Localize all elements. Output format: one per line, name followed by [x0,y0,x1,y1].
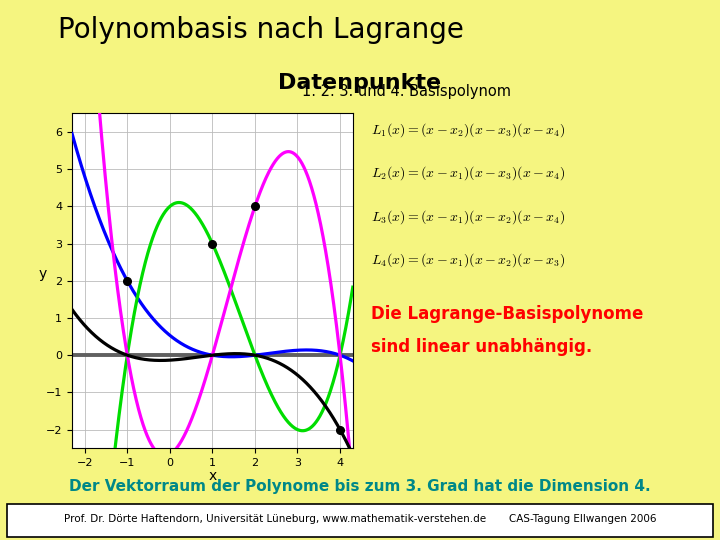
Text: Die Lagrange-Basispolynome: Die Lagrange-Basispolynome [371,305,643,323]
Text: sind linear unabhängig.: sind linear unabhängig. [371,338,592,355]
Y-axis label: y: y [39,267,47,281]
Text: Datenpunkte: Datenpunkte [279,73,441,93]
Text: $L_2(x) = (x - x_1)(x - x_3)(x - x_4)$: $L_2(x) = (x - x_1)(x - x_3)(x - x_4)$ [371,165,565,183]
Text: Der Vektorraum der Polynome bis zum 3. Grad hat die Dimension 4.: Der Vektorraum der Polynome bis zum 3. G… [69,479,651,494]
Text: Prof. Dr. Dörte Haftendorn, Universität Lüneburg, www.mathematik-verstehen.de   : Prof. Dr. Dörte Haftendorn, Universität … [64,514,656,524]
FancyBboxPatch shape [7,504,713,537]
Text: Polynombasis nach Lagrange: Polynombasis nach Lagrange [58,16,464,44]
Text: $L_1(x) = (x - x_2)(x - x_3)(x - x_4)$: $L_1(x) = (x - x_2)(x - x_3)(x - x_4)$ [371,122,565,139]
X-axis label: x: x [208,469,217,483]
Text: 1. 2. 3. und 4. Basispolynom: 1. 2. 3. und 4. Basispolynom [302,84,511,99]
Text: $L_4(x) = (x - x_1)(x - x_2)(x - x_3)$: $L_4(x) = (x - x_1)(x - x_2)(x - x_3)$ [371,251,565,269]
Text: $L_3(x) = (x - x_1)(x - x_2)(x - x_4)$: $L_3(x) = (x - x_1)(x - x_2)(x - x_4)$ [371,208,565,226]
